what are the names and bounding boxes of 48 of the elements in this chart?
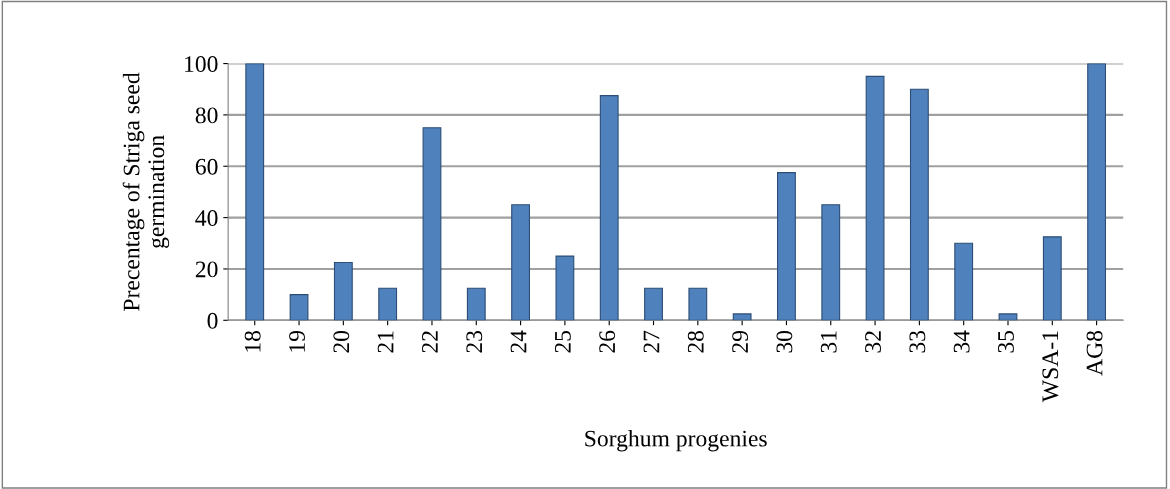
bar bbox=[732, 313, 752, 321]
x-tick-label: 25 bbox=[554, 330, 571, 353]
bar bbox=[777, 172, 796, 321]
x-axis-title: Sorghum progenies bbox=[585, 429, 767, 452]
x-tick-label: 28 bbox=[687, 330, 704, 353]
x-tick-label: AG8 bbox=[1086, 330, 1103, 376]
y-tick-label: 100 bbox=[185, 56, 218, 72]
x-tick-label: 26 bbox=[599, 330, 616, 353]
bar bbox=[333, 261, 353, 321]
bar bbox=[644, 287, 663, 321]
x-tick-label: 24 bbox=[510, 330, 527, 353]
bar bbox=[511, 204, 531, 321]
x-tick-label: 31 bbox=[820, 331, 837, 353]
bar bbox=[245, 63, 265, 321]
x-tick-label: 20 bbox=[333, 330, 350, 353]
bar bbox=[865, 75, 885, 321]
bar bbox=[909, 88, 929, 321]
y-tick-label: 20 bbox=[195, 261, 218, 278]
bar bbox=[422, 127, 442, 321]
x-tick-label: 35 bbox=[998, 330, 1014, 353]
x-tick-label: 23 bbox=[466, 330, 483, 353]
x-tick-label: 32 bbox=[865, 331, 881, 353]
x-tick-label: WSA-1 bbox=[1042, 331, 1059, 403]
y-tick-label: 60 bbox=[195, 158, 218, 175]
bar bbox=[1087, 63, 1107, 321]
bar bbox=[688, 287, 708, 321]
x-tick-label: 19 bbox=[289, 330, 305, 352]
bar bbox=[954, 242, 974, 321]
x-tick-label: 21 bbox=[377, 331, 394, 353]
bar bbox=[1042, 236, 1062, 321]
bar bbox=[599, 95, 619, 321]
y-tick-label: 80 bbox=[195, 107, 218, 124]
y-tick-label: 40 bbox=[195, 210, 218, 227]
bar bbox=[555, 255, 575, 321]
x-tick-label: 18 bbox=[244, 330, 261, 352]
y-tick-label: 0 bbox=[207, 312, 218, 329]
x-tick-label: 30 bbox=[776, 330, 793, 353]
x-tick-label: 34 bbox=[953, 330, 970, 353]
x-tick-label: 22 bbox=[422, 331, 438, 353]
bar bbox=[378, 287, 398, 321]
bar bbox=[998, 313, 1018, 321]
y-axis-title: Precentage of Striga seed germination bbox=[122, 72, 170, 311]
bar bbox=[821, 204, 841, 321]
bar bbox=[289, 294, 309, 321]
x-tick-label: 33 bbox=[909, 330, 926, 353]
bar bbox=[466, 287, 486, 321]
x-tick-label: 27 bbox=[643, 330, 660, 353]
x-tick-label: 29 bbox=[732, 330, 749, 353]
